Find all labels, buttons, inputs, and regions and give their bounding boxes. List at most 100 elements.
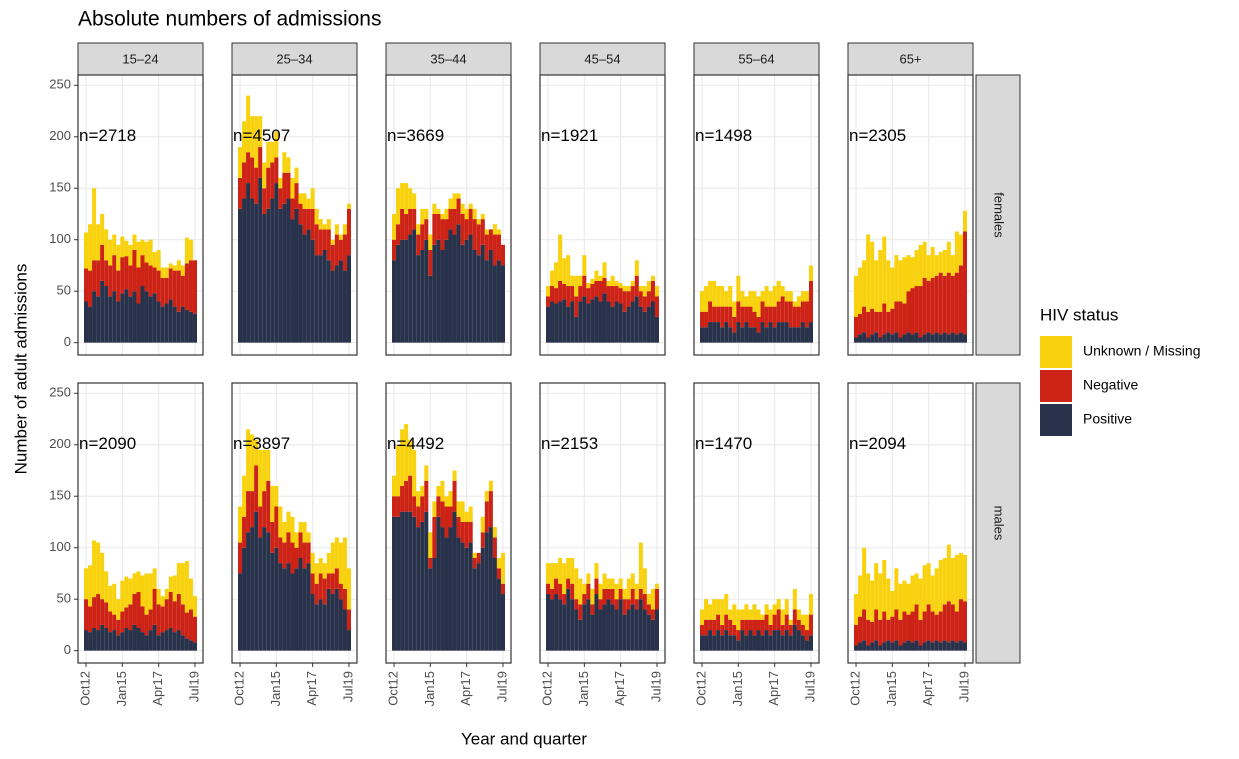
bar-segment: [278, 506, 283, 538]
bar-segment: [586, 583, 591, 600]
bar-segment: [712, 635, 717, 651]
bar-segment: [776, 322, 781, 343]
bar-segment: [152, 267, 157, 294]
x-tick-label: Oct12: [693, 671, 708, 706]
bar-segment: [488, 250, 493, 343]
bar-segment: [184, 561, 189, 613]
bar-segment: [878, 619, 883, 646]
bar-segment: [642, 594, 647, 610]
bar-segment: [306, 198, 311, 209]
bar-segment: [298, 203, 303, 225]
bar-segment: [962, 334, 967, 343]
bar-segment: [732, 332, 737, 343]
bar-segment: [728, 327, 733, 343]
bar-segment: [598, 583, 603, 600]
bar-segment: [404, 239, 409, 343]
y-tick-label: 50: [57, 283, 71, 298]
bar-segment: [318, 229, 323, 256]
bar-segment: [84, 630, 89, 651]
bar-segment: [614, 280, 619, 287]
bar-segment: [736, 630, 741, 641]
bar-segment: [598, 275, 603, 281]
bar-segment: [124, 289, 129, 343]
bar-segment: [124, 240, 129, 257]
bar-segment: [436, 239, 441, 343]
bar-segment: [464, 219, 469, 240]
bar-segment: [716, 630, 721, 651]
strip-label: females: [992, 192, 1007, 238]
bar-segment: [306, 563, 311, 651]
bar-segment: [858, 575, 863, 617]
bar-segment: [570, 599, 575, 651]
bar-segment: [282, 172, 287, 204]
bar-segment: [894, 301, 899, 333]
bar-segment: [262, 213, 267, 343]
bar-segment: [116, 599, 121, 620]
bar-segment: [286, 532, 291, 564]
bar-segment: [704, 599, 709, 620]
bar-segment: [452, 470, 457, 481]
bar-segment: [582, 275, 587, 297]
bar-segment: [238, 573, 243, 651]
bar-segment: [646, 306, 651, 343]
bar-segment: [732, 635, 737, 651]
bar-segment: [488, 527, 493, 651]
bar-segment: [412, 208, 417, 230]
bar-segment: [622, 311, 627, 343]
bar-segment: [306, 542, 311, 564]
bar-segment: [132, 291, 137, 343]
bar-segment: [314, 255, 319, 343]
bar-segment: [902, 303, 907, 335]
bar-segment: [910, 288, 915, 335]
bar-segment: [112, 630, 117, 651]
strip-label: males: [992, 506, 1007, 541]
bar-segment: [242, 516, 247, 548]
bar-segment: [456, 501, 461, 517]
bar-segment: [618, 288, 623, 304]
bar-segment: [460, 521, 465, 543]
bar-segment: [108, 239, 113, 266]
x-tick-label: Oct12: [847, 671, 862, 706]
bar-segment: [602, 588, 607, 605]
bar-segment: [570, 558, 575, 584]
bar-segment: [610, 306, 615, 343]
bar-segment: [496, 260, 501, 343]
bar-segment: [606, 599, 611, 651]
bar-segment: [614, 599, 619, 610]
bar-segment: [400, 183, 405, 209]
bar-segment: [930, 611, 935, 643]
panel-annotation: n=2090: [79, 434, 136, 453]
bar-segment: [582, 255, 587, 276]
bar-segment: [724, 614, 729, 631]
bar-segment: [318, 558, 323, 574]
bar-segment: [192, 260, 197, 314]
bar-segment: [266, 208, 271, 343]
bar-segment: [594, 594, 599, 651]
bar-segment: [752, 311, 757, 328]
bar-segment: [792, 301, 797, 307]
legend-key: [1040, 336, 1072, 368]
y-tick-label: 250: [49, 77, 71, 92]
bar-segment: [140, 239, 145, 256]
bar-segment: [184, 638, 189, 651]
bar-segment: [894, 255, 899, 302]
bar-segment: [630, 588, 635, 605]
bar-segment: [404, 511, 409, 651]
bar-segment: [104, 602, 109, 628]
bar-segment: [338, 599, 343, 651]
bar-segment: [890, 642, 895, 651]
panel-border: [847, 382, 974, 664]
bar-segment: [456, 193, 461, 199]
bar-segment: [282, 521, 287, 543]
bar-segment: [602, 573, 607, 589]
bar-segment: [578, 578, 583, 605]
bar-segment: [342, 609, 347, 651]
bar-segment: [496, 568, 501, 579]
bar-segment: [862, 260, 867, 307]
bar-segment: [764, 286, 769, 307]
bar-segment: [96, 224, 101, 261]
bar-segment: [716, 306, 721, 323]
strip-label: 15–24: [122, 51, 158, 66]
bar-segment: [934, 255, 939, 276]
bar-segment: [188, 578, 193, 610]
